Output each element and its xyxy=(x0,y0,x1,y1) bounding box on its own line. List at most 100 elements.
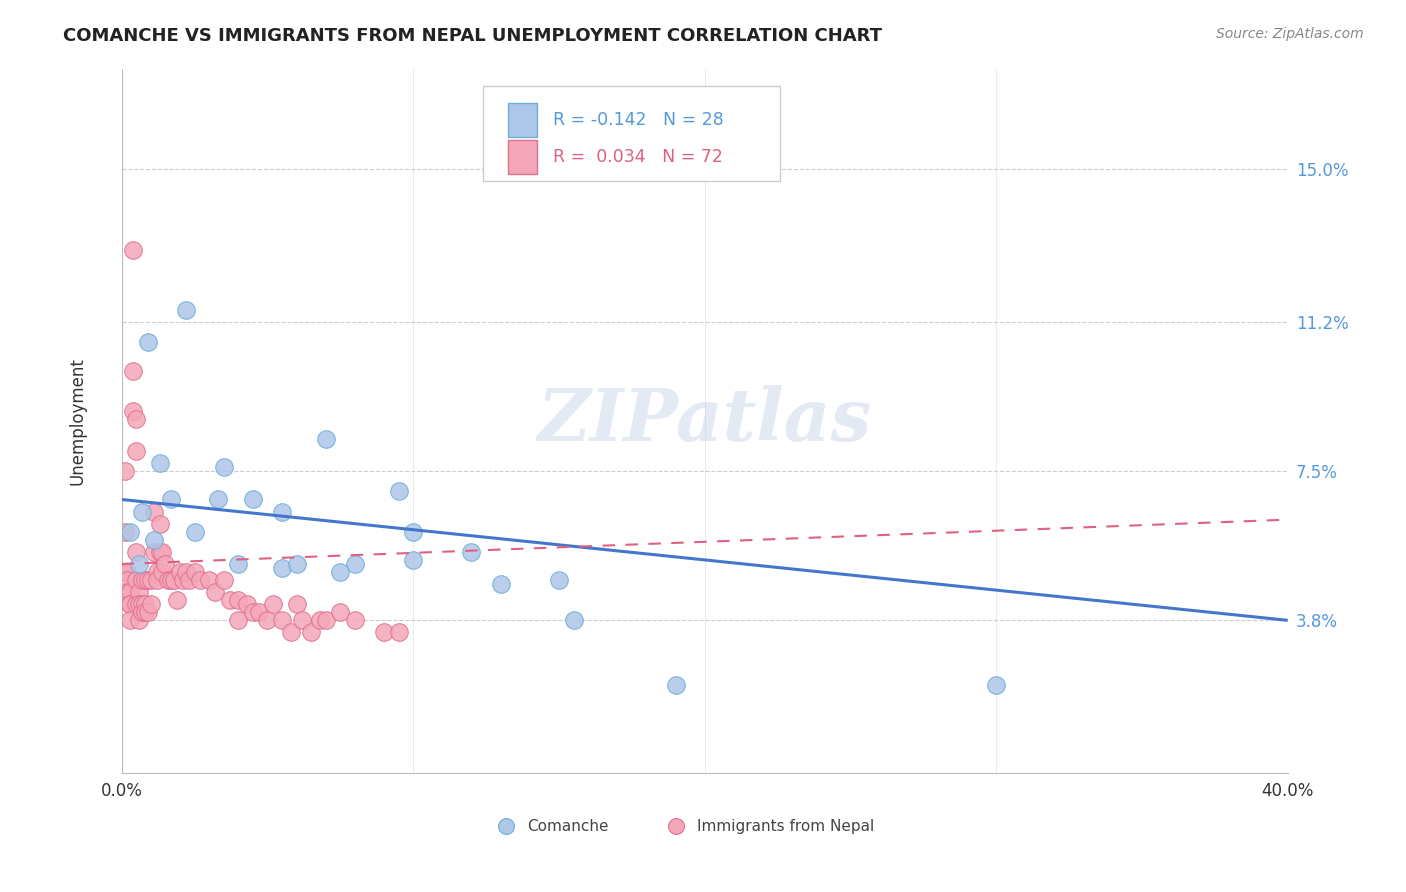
Point xyxy=(120,585,142,599)
Point xyxy=(117,585,139,599)
Point xyxy=(460,545,482,559)
Text: R = -0.142   N = 28: R = -0.142 N = 28 xyxy=(553,111,724,128)
Point xyxy=(562,613,585,627)
Point xyxy=(212,460,235,475)
Point xyxy=(148,545,170,559)
Point xyxy=(114,464,136,478)
Point xyxy=(128,613,150,627)
Point xyxy=(242,492,264,507)
Point xyxy=(329,605,352,619)
Point xyxy=(218,593,240,607)
Point xyxy=(131,505,153,519)
Point xyxy=(128,597,150,611)
Point xyxy=(387,484,409,499)
Point xyxy=(242,605,264,619)
Point xyxy=(152,545,174,559)
Point xyxy=(271,505,294,519)
Text: Source: ZipAtlas.com: Source: ZipAtlas.com xyxy=(1216,27,1364,41)
Point xyxy=(163,573,186,587)
Point xyxy=(136,605,159,619)
Point xyxy=(183,565,205,579)
Point xyxy=(226,593,249,607)
Point xyxy=(174,565,197,579)
Point xyxy=(183,524,205,539)
Point xyxy=(117,573,139,587)
Point xyxy=(134,573,156,587)
Point xyxy=(114,565,136,579)
Point xyxy=(299,625,322,640)
Point xyxy=(198,573,221,587)
Point xyxy=(122,404,145,418)
Point xyxy=(160,573,183,587)
Point xyxy=(664,678,686,692)
Point xyxy=(120,524,142,539)
Point xyxy=(280,625,302,640)
Point xyxy=(125,597,148,611)
Point xyxy=(134,597,156,611)
Point xyxy=(128,585,150,599)
Point xyxy=(285,557,308,571)
Point xyxy=(131,597,153,611)
Point xyxy=(120,597,142,611)
Point xyxy=(142,505,165,519)
Point xyxy=(548,573,571,587)
Point xyxy=(343,613,366,627)
Point xyxy=(131,573,153,587)
Point xyxy=(125,412,148,426)
Point xyxy=(136,335,159,350)
Point xyxy=(402,553,425,567)
Point xyxy=(120,597,142,611)
Point xyxy=(204,585,226,599)
Point xyxy=(125,573,148,587)
Text: Immigrants from Nepal: Immigrants from Nepal xyxy=(696,819,873,834)
Point xyxy=(125,444,148,458)
Point xyxy=(236,597,259,611)
Point xyxy=(155,557,177,571)
Text: ZIPatlas: ZIPatlas xyxy=(537,385,872,457)
Point xyxy=(172,573,194,587)
Point xyxy=(271,613,294,627)
Point xyxy=(226,557,249,571)
Point xyxy=(136,573,159,587)
Point xyxy=(134,605,156,619)
Point xyxy=(373,625,395,640)
Point xyxy=(139,573,162,587)
Point xyxy=(212,573,235,587)
Point xyxy=(117,565,139,579)
Point xyxy=(402,524,425,539)
Point xyxy=(152,565,174,579)
Point xyxy=(174,303,197,318)
Point xyxy=(142,533,165,547)
Point xyxy=(131,605,153,619)
Point xyxy=(148,516,170,531)
Point xyxy=(247,605,270,619)
Point xyxy=(343,557,366,571)
Point xyxy=(145,565,167,579)
Text: R =  0.034   N = 72: R = 0.034 N = 72 xyxy=(553,148,723,166)
Point xyxy=(315,432,337,446)
Point xyxy=(986,678,1008,692)
Text: Comanche: Comanche xyxy=(527,819,609,834)
Point xyxy=(114,524,136,539)
Point xyxy=(148,456,170,470)
Point xyxy=(166,593,188,607)
Point xyxy=(157,573,180,587)
Point xyxy=(125,545,148,559)
Point xyxy=(262,597,284,611)
FancyBboxPatch shape xyxy=(484,87,780,181)
Point xyxy=(207,492,229,507)
Point xyxy=(142,545,165,559)
Point xyxy=(329,565,352,579)
Point xyxy=(489,577,512,591)
Point xyxy=(271,561,294,575)
Point xyxy=(120,613,142,627)
Point xyxy=(177,573,200,587)
Point xyxy=(309,613,332,627)
Point xyxy=(160,492,183,507)
Point xyxy=(190,573,212,587)
Point xyxy=(139,597,162,611)
Point xyxy=(387,625,409,640)
Point xyxy=(169,565,191,579)
Point xyxy=(285,597,308,611)
Point xyxy=(122,363,145,377)
